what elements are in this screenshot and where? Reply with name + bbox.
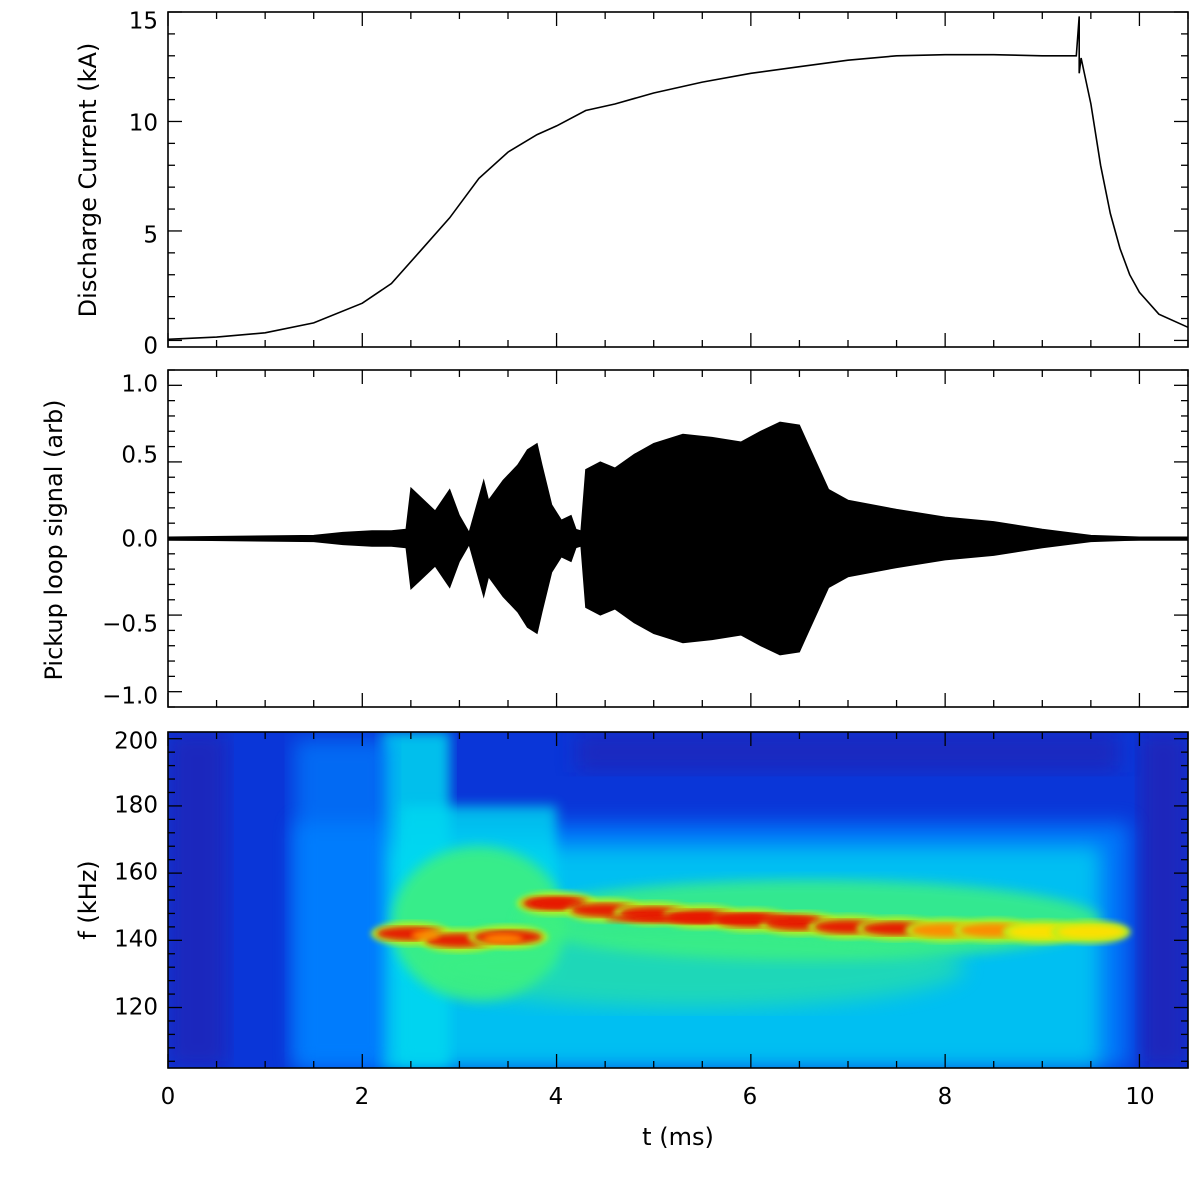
xtick-label: 10 xyxy=(1125,1084,1154,1110)
panel-3-ylabel: f (kHz) xyxy=(74,860,102,939)
panel-2-ticks xyxy=(167,369,1189,708)
panel-1-ytick-label: 0 xyxy=(143,334,158,360)
panel-3-ytick-label: 160 xyxy=(114,860,158,886)
panel-1-ytick-label: 10 xyxy=(129,111,158,137)
panel-3-ticks xyxy=(167,732,1189,1068)
xlabel: t (ms) xyxy=(642,1123,714,1151)
current-trace-line xyxy=(167,16,1189,341)
spectrogram-region xyxy=(420,926,965,1008)
panel-2-ytick-label: 1.0 xyxy=(121,372,158,398)
spectrogram-ridge-point xyxy=(1056,924,1125,939)
xtick-label: 6 xyxy=(743,1084,758,1110)
panel-1-ticks xyxy=(167,11,1189,347)
panel-3-ytick-label: 120 xyxy=(114,995,158,1021)
panel-3-ytick-label: 140 xyxy=(114,927,158,953)
spectrogram-peak xyxy=(483,933,524,944)
xtick-label: 0 xyxy=(161,1084,176,1110)
spectrogram-edge xyxy=(168,732,228,1068)
panel-1-ytick-label: 5 xyxy=(143,223,158,249)
panel-3-ytick-label: 200 xyxy=(114,729,158,755)
xtick-label: 2 xyxy=(355,1084,370,1110)
spectrogram-edge xyxy=(1139,732,1188,1068)
spectrogram-heatmap xyxy=(168,732,1188,1068)
panel-discharge-current: 0 5 10 15 Discharge Current (kA) xyxy=(74,9,1189,360)
spectrogram-peak xyxy=(528,898,585,909)
spectrogram-peak xyxy=(411,930,440,941)
panel-1-frame xyxy=(167,11,1189,348)
panel-pickup-loop: −1.0 −0.5 0.0 0.5 1.0 Pickup loop signal… xyxy=(40,369,1189,710)
spectrogram-region xyxy=(294,738,392,1068)
panel-1-ylabel: Discharge Current (kA) xyxy=(74,43,102,318)
panel-2-ytick-label: 0.5 xyxy=(121,443,158,469)
panel-2-ytick-label: −0.5 xyxy=(102,612,158,638)
panel-spectrogram: 120 140 160 180 200 f (kHz) 0 2 4 6 8 10… xyxy=(74,729,1189,1151)
panel-3-ytick-label: 180 xyxy=(114,793,158,819)
panel-2-ytick-label: −1.0 xyxy=(102,684,158,710)
pickup-signal-envelope xyxy=(167,421,1189,656)
panel-2-ylabel: Pickup loop signal (arb) xyxy=(40,399,68,680)
panel-2-ytick-label: 0.0 xyxy=(121,527,158,553)
xtick-label: 4 xyxy=(549,1084,564,1110)
panel-1-ytick-label: 15 xyxy=(129,9,158,35)
xtick-label: 8 xyxy=(938,1084,953,1110)
current-trace-layer xyxy=(167,16,1189,341)
spectrogram-peak xyxy=(605,913,819,924)
